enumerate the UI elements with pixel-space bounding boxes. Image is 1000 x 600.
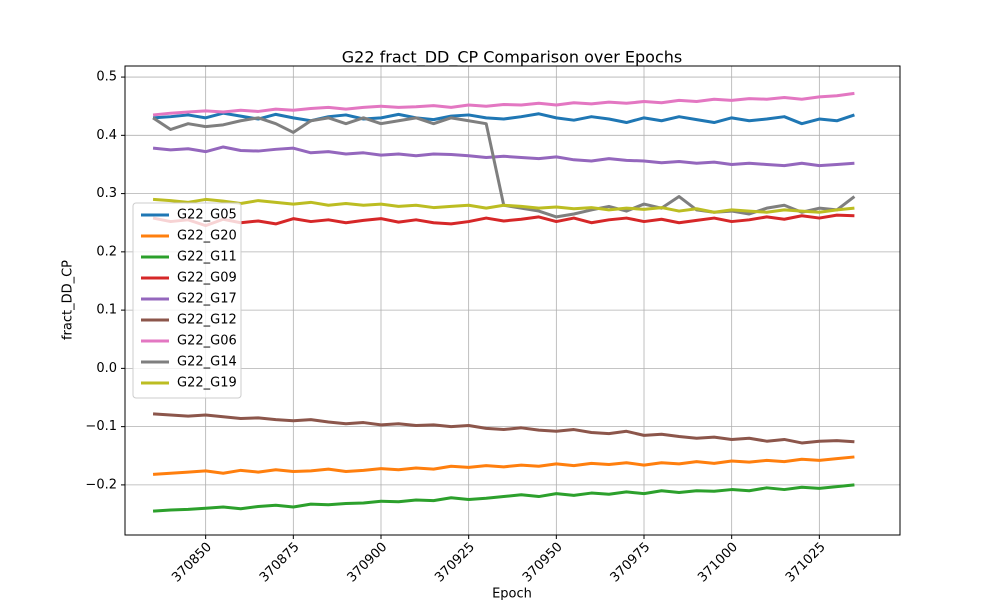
legend-label: G22_G19 xyxy=(177,376,237,391)
plot-frame xyxy=(124,65,901,536)
series-line xyxy=(152,197,855,214)
legend-label: G22_G09 xyxy=(177,271,237,286)
series-line xyxy=(152,91,855,117)
series-line xyxy=(152,213,855,228)
series-line xyxy=(152,145,855,168)
legend: G22_G05 G22_G20 G22_G11 G22_G09 G22_G17 G22_G… xyxy=(132,202,242,399)
legend-label: G22_G14 xyxy=(177,355,237,370)
y-tick-label: 0.4 xyxy=(96,128,117,143)
legend-label: G22_G17 xyxy=(177,292,237,307)
y-tick-label: 0.2 xyxy=(96,244,117,259)
chart-title: G22 fract_DD_CP Comparison over Epochs xyxy=(342,48,682,68)
legend-box xyxy=(132,202,242,399)
y-tick-label: 0.0 xyxy=(96,361,117,376)
y-tick-label: −0.2 xyxy=(85,477,117,492)
series-line xyxy=(152,111,855,126)
y-axis-label: fract_DD_CP xyxy=(61,260,76,340)
series-line xyxy=(152,412,855,445)
legend-label: G22_G20 xyxy=(177,229,237,244)
series-line xyxy=(152,483,855,513)
y-tick-label: 0.1 xyxy=(96,303,117,318)
legend-label: G22_G12 xyxy=(177,313,237,328)
y-tick-label: 0.5 xyxy=(96,70,117,85)
legend-label: G22_G06 xyxy=(177,334,237,349)
x-axis-label: Epoch xyxy=(492,587,532,600)
y-tick-label: 0.3 xyxy=(96,186,117,201)
legend-label: G22_G05 xyxy=(177,208,237,223)
y-tick-label: −0.1 xyxy=(85,419,117,434)
series-line xyxy=(152,455,855,476)
legend-label: G22_G11 xyxy=(177,250,237,265)
